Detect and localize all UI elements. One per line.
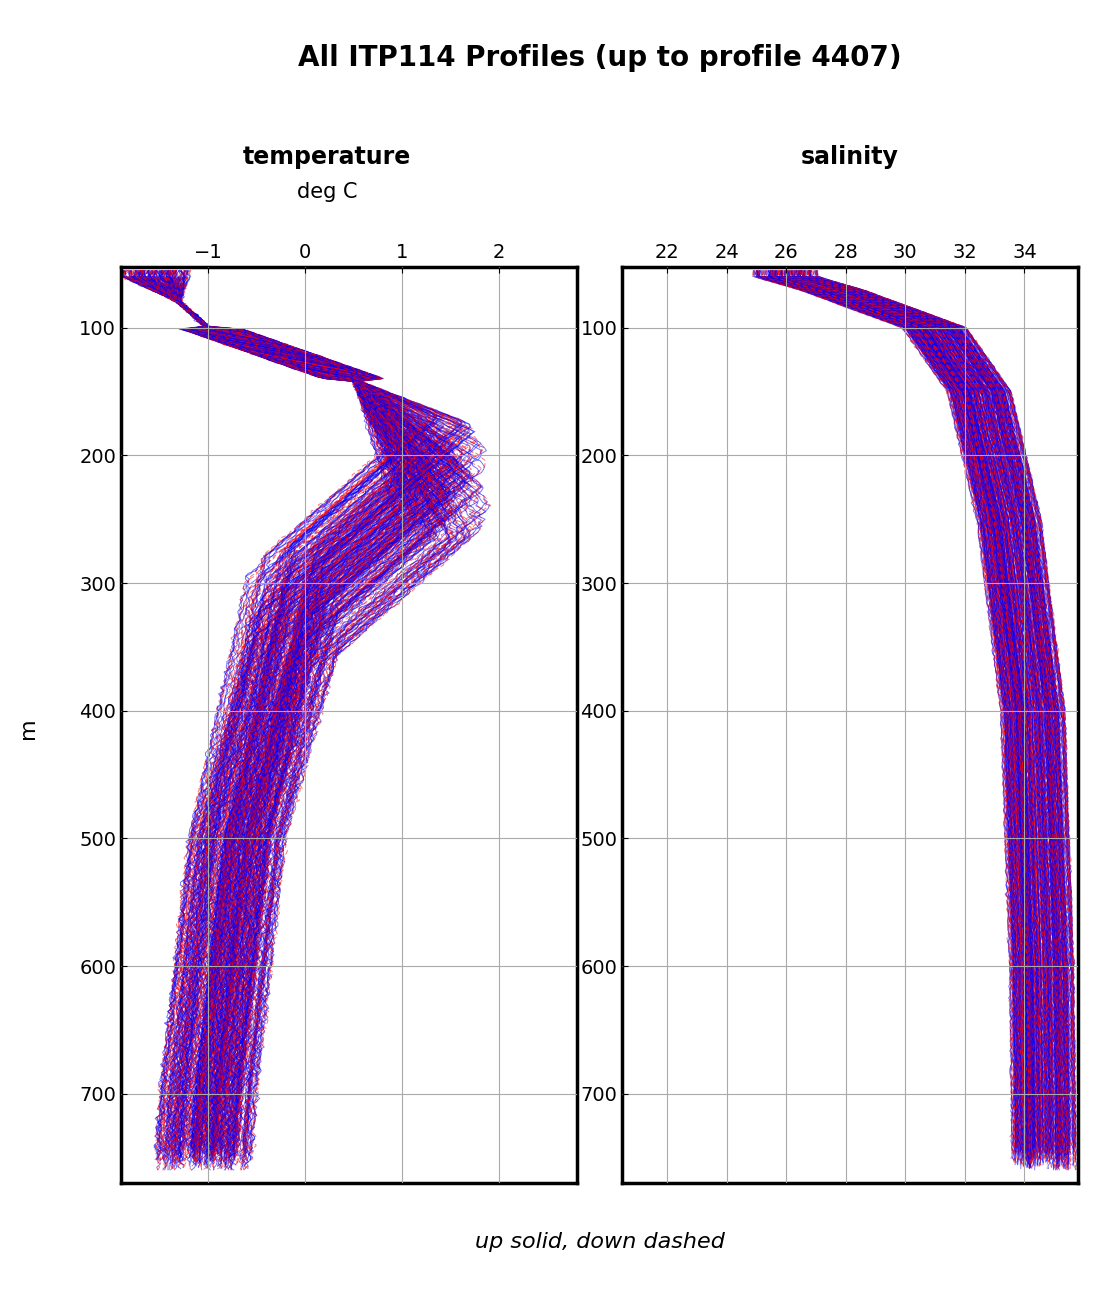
- Text: m: m: [18, 718, 37, 738]
- Text: temperature: temperature: [243, 146, 411, 169]
- Text: up solid, down dashed: up solid, down dashed: [474, 1231, 725, 1252]
- Text: All ITP114 Profiles (up to profile 4407): All ITP114 Profiles (up to profile 4407): [298, 44, 901, 73]
- Text: deg C: deg C: [297, 182, 358, 202]
- Text: salinity: salinity: [801, 146, 899, 169]
